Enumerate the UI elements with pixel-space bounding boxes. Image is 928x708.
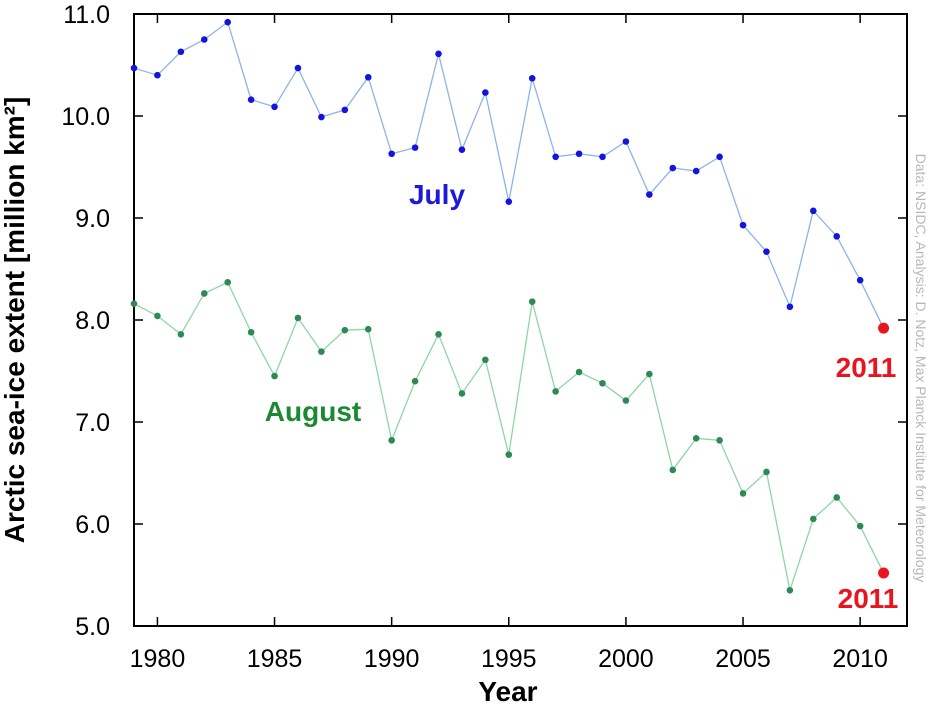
x-tick-label: 1985 <box>247 645 303 673</box>
july-data-point <box>669 164 677 172</box>
august-data-point <box>646 370 653 378</box>
august-data-point <box>247 328 255 336</box>
july-data-point <box>247 96 255 103</box>
august-data-point <box>341 326 349 334</box>
series-points <box>130 18 864 594</box>
x-axis-title: Year <box>478 676 537 707</box>
august-data-point <box>716 437 723 444</box>
july-data-point <box>505 198 513 205</box>
y-tick-label: 5.0 <box>75 613 110 641</box>
august-data-point <box>599 379 606 387</box>
august-data-point <box>318 348 325 355</box>
x-tick-label: 2005 <box>715 645 771 673</box>
x-tick-label: 1990 <box>364 645 420 673</box>
august-data-point <box>482 356 489 364</box>
august-data-point <box>810 515 817 523</box>
august-data-point <box>505 451 513 458</box>
july-data-point <box>552 153 559 161</box>
august-data-point <box>739 490 747 497</box>
august-data-point <box>528 298 536 305</box>
july-data-point <box>575 150 583 158</box>
august-data-point <box>364 325 372 333</box>
july-data-point <box>177 48 185 56</box>
august-data-point <box>833 494 841 501</box>
july-data-point <box>435 50 442 58</box>
july-data-point <box>716 153 723 161</box>
august-data-point <box>294 314 302 322</box>
july-data-point <box>739 221 747 229</box>
x-tick-label: 1995 <box>481 645 537 673</box>
august-data-point <box>177 330 185 338</box>
july-data-point <box>763 248 770 255</box>
august-data-point <box>622 397 630 404</box>
july-data-point <box>528 74 536 82</box>
y-tick-label: 7.0 <box>75 409 110 437</box>
august-highlight-point <box>878 567 890 579</box>
x-tick-label: 2000 <box>598 645 654 673</box>
july-data-point <box>154 71 161 79</box>
august-data-point <box>130 300 138 307</box>
august-data-point <box>154 312 161 320</box>
y-tick-label: 9.0 <box>75 205 110 233</box>
july-data-point <box>318 113 325 121</box>
july-data-point <box>622 138 630 145</box>
august-data-point <box>856 522 864 530</box>
july-data-point <box>646 191 653 198</box>
july-data-point <box>833 233 841 240</box>
august-data-point <box>271 372 278 380</box>
y-axis-title: Arctic sea-ice extent [million km²] <box>0 97 30 544</box>
series-lines <box>133 21 885 593</box>
july-series-label: July <box>409 179 465 210</box>
july-data-point <box>341 106 349 114</box>
y-tick-label: 11.0 <box>63 1 110 29</box>
july-data-point <box>482 89 489 96</box>
august-data-point <box>388 437 395 444</box>
july-data-point <box>294 64 302 72</box>
x-tick-label: 1980 <box>130 645 186 673</box>
august-data-point <box>552 388 559 395</box>
august-data-point <box>224 278 231 286</box>
july-data-point <box>271 103 278 111</box>
highlight-points <box>878 322 890 579</box>
y-tick-label: 10.0 <box>61 103 110 131</box>
july-data-point <box>388 150 395 158</box>
july-data-point <box>810 207 817 215</box>
august-2011-label: 2011 <box>838 583 899 614</box>
august-series-label: August <box>265 396 361 427</box>
july-2011-label: 2011 <box>836 352 897 383</box>
august-data-point <box>786 587 794 594</box>
plot-frame <box>133 13 908 627</box>
july-data-point <box>200 36 208 43</box>
august-data-point <box>763 468 770 476</box>
august-data-point <box>435 330 442 338</box>
july-highlight-point <box>878 322 890 334</box>
axis-ticks: 1980 1985 1990 1995 2000 2005 2010 5.0 6.0 7.0 8.0… <box>61 1 907 673</box>
july-data-point <box>130 64 138 72</box>
august-data-point <box>411 377 419 385</box>
y-tick-label: 6.0 <box>75 511 110 539</box>
august-data-point <box>458 390 466 397</box>
y-tick-label: 8.0 <box>75 307 110 335</box>
july-data-point <box>599 153 606 161</box>
july-data-point <box>364 73 372 81</box>
july-data-point <box>224 18 231 26</box>
august-data-point <box>692 435 700 442</box>
data-credit: Data: NSIDC, Analysis: D. Notz, Max Plan… <box>913 154 928 583</box>
august-data-point <box>200 290 208 297</box>
july-data-point <box>411 144 419 151</box>
x-tick-label: 2010 <box>832 645 888 673</box>
july-data-point <box>458 146 466 153</box>
july-series-line <box>133 21 885 329</box>
july-data-point <box>786 303 794 311</box>
july-data-point <box>692 167 700 175</box>
august-series-line <box>133 281 885 593</box>
august-data-point <box>575 368 583 376</box>
july-data-point <box>856 276 864 284</box>
august-data-point <box>669 466 677 474</box>
